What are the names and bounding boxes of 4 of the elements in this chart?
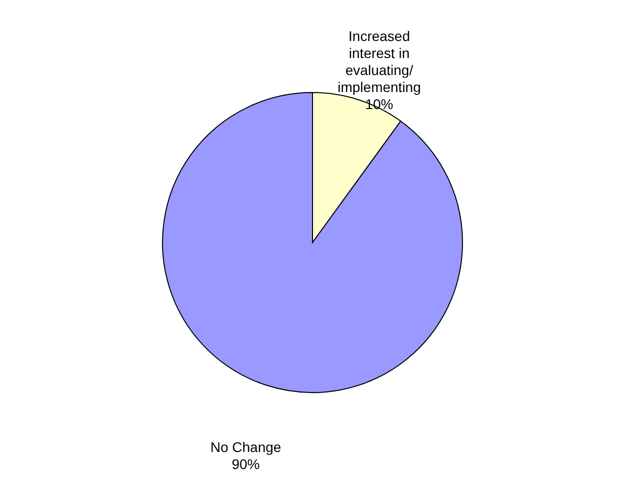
slice-label: No Change	[210, 438, 282, 455]
slice-label: Increased interest in evaluating/ implementing	[338, 28, 421, 96]
data-label: 90%	[232, 456, 260, 472]
data-label: 10%	[365, 96, 394, 112]
